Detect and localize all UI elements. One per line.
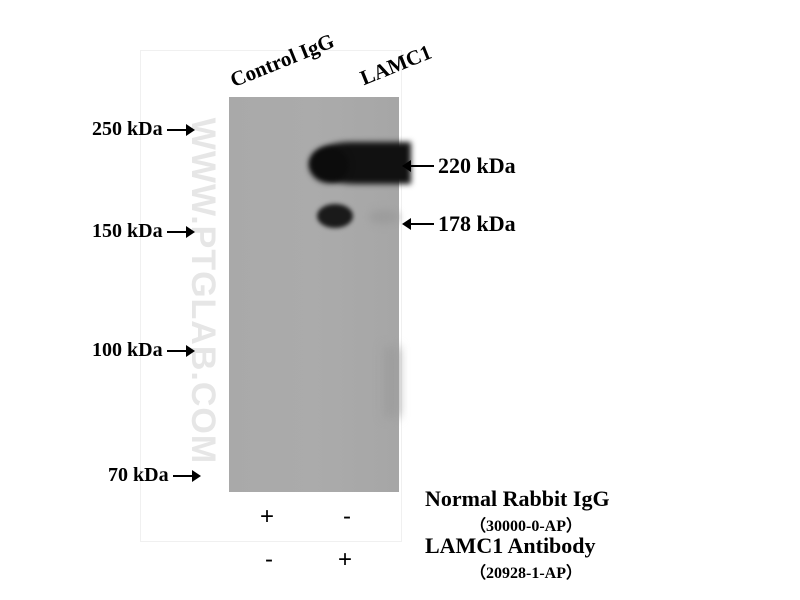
marker-150: 150 kDa: [92, 220, 195, 243]
sign-r2-lane1: -: [265, 546, 273, 573]
sign-r1-lane2: -: [343, 503, 351, 530]
sign-r2-lane2: +: [338, 546, 353, 573]
reagent-name-normal-rabbit-igg: Normal Rabbit IgG: [425, 486, 610, 511]
marker-100: 100 kDa: [92, 339, 195, 362]
reagent-catalog-30000: （30000-0-AP）: [470, 518, 582, 535]
arrow-left-icon: [402, 218, 434, 230]
arrow-right-icon: [166, 123, 195, 136]
band-label: 220 kDa: [438, 153, 516, 178]
arrow-right-icon: [166, 344, 195, 357]
figure-frame: [140, 50, 402, 542]
band-label: 178 kDa: [438, 211, 516, 236]
band-label-220: 220 kDa: [402, 153, 516, 179]
reagent-catalog-20928: （20928-1-AP）: [470, 565, 582, 582]
arrow-left-icon: [402, 160, 434, 172]
marker-label: 100 kDa: [92, 339, 163, 361]
arrow-right-icon: [166, 225, 195, 238]
marker-label: 150 kDa: [92, 220, 163, 242]
blot-membrane: [229, 97, 411, 492]
marker-label: 250 kDa: [92, 118, 163, 140]
reagent-name-lamc1-antibody: LAMC1 Antibody: [425, 533, 596, 558]
band-178kda: [317, 204, 353, 228]
sign-r1-lane1: +: [260, 503, 275, 530]
band-220kda-core: [309, 147, 349, 183]
marker-70: 70 kDa: [108, 464, 201, 487]
marker-250: 250 kDa: [92, 118, 195, 141]
band-label-178: 178 kDa: [402, 211, 516, 237]
band-178kda-faint: [369, 210, 399, 224]
marker-label: 70 kDa: [108, 464, 169, 486]
blot-smear: [384, 347, 399, 417]
arrow-right-icon: [172, 469, 201, 482]
watermark: WWW.PTGLAB.COM: [184, 117, 222, 465]
